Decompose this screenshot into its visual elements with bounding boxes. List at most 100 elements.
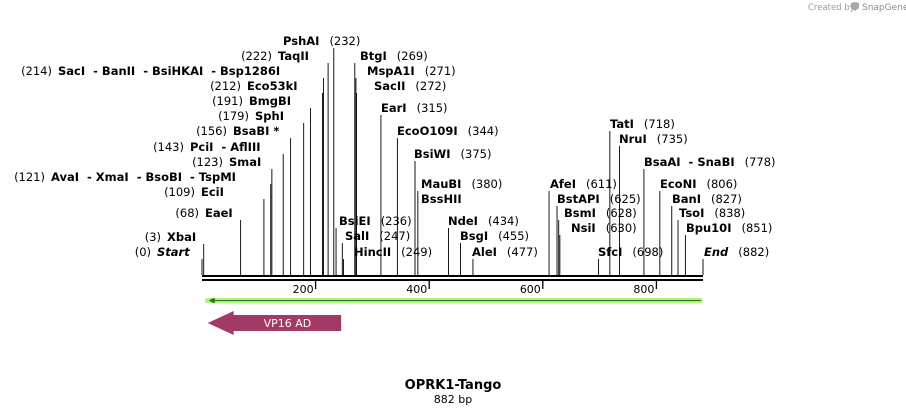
site-name: BtgI	[360, 49, 387, 63]
site-sacii[interactable]: SacII (272)	[374, 79, 446, 93]
site-name: MauBI	[421, 177, 461, 191]
site-name: TatI	[610, 117, 634, 131]
site-position: (179)	[218, 109, 249, 123]
site-maubi[interactable]: MauBI (380)	[421, 177, 502, 191]
site-name: TsoI	[679, 206, 704, 220]
site-tsoi[interactable]: TsoI (838)	[679, 206, 745, 220]
site-position: (455)	[498, 229, 529, 243]
site-ecoo109i[interactable]: EcoO109I (344)	[397, 124, 499, 138]
site-position: (375)	[461, 147, 492, 161]
site-name: NsiI	[571, 221, 596, 235]
site-position: (778)	[745, 155, 776, 169]
site-name: BssHII	[421, 192, 462, 206]
site-smai[interactable]: SmaI (123)	[192, 155, 261, 169]
site-pshai[interactable]: PshAI (232)	[283, 34, 360, 48]
site-bstapi[interactable]: BstAPI (625)	[557, 192, 641, 206]
site-name: BanI	[672, 192, 701, 206]
site-nrui[interactable]: NruI (735)	[619, 132, 688, 146]
site-bsshii[interactable]: BssHII	[421, 192, 462, 206]
site-name: TaqII	[278, 49, 309, 63]
site-position: (232)	[329, 34, 360, 48]
site-sali[interactable]: SalI (247)	[345, 229, 410, 243]
site-position: (249)	[401, 245, 432, 259]
ruler: 200 400 600 800	[293, 281, 658, 296]
site-name: SfcI	[598, 245, 622, 259]
site-position: (611)	[586, 177, 617, 191]
site-name: Eco53kI	[247, 79, 298, 93]
site-taqii[interactable]: TaqII (222)	[241, 49, 309, 63]
site-lines	[201, 48, 704, 275]
site-position: (143)	[153, 140, 184, 154]
site-position: (698)	[632, 245, 663, 259]
site-name: PshAI	[283, 34, 319, 48]
site-ecii[interactable]: EciI (109)	[164, 185, 224, 199]
snapgene-logo-icon	[851, 2, 859, 11]
site-pcii-afliii[interactable]: PciI - AflIII (143)	[153, 140, 260, 154]
site-name: AvaI - XmaI - BsoBI - TspMI	[51, 170, 236, 184]
site-name: XbaI	[167, 230, 196, 244]
credit-prefix: Created by	[808, 3, 855, 13]
site-bmgbi[interactable]: BmgBI (191)	[212, 94, 291, 108]
site-position: (628)	[606, 206, 637, 220]
site-eari[interactable]: EarI (315)	[381, 101, 448, 115]
site-bsgi[interactable]: BsgI (455)	[460, 229, 529, 243]
site-name: BsaAI - SnaBI	[644, 155, 735, 169]
site-bsaai-snabi[interactable]: BsaAI - SnaBI (778)	[644, 155, 776, 169]
site-position: (212)	[210, 79, 241, 93]
site-name: EarI	[381, 101, 407, 115]
ruler-tick-label: 400	[406, 283, 427, 296]
site-bsiwi[interactable]: BsiWI (375)	[414, 147, 491, 161]
site-econi[interactable]: EcoNI (806)	[660, 177, 737, 191]
ruler-tick-label: 800	[633, 283, 654, 296]
site-mspa1i[interactable]: MspA1I (271)	[367, 64, 456, 78]
site-position: (269)	[397, 49, 428, 63]
site-saci-banii-bsihkai-bsp1286i[interactable]: SacI - BanII - BsiHKAI - Bsp1286I (214)	[21, 64, 280, 78]
site-bsiei[interactable]: BsiEI (236)	[339, 214, 412, 228]
selection-left-arrow-icon	[208, 297, 215, 304]
site-name: AfeI	[550, 177, 576, 191]
site-xbai[interactable]: XbaI (3)	[145, 230, 196, 244]
site-sfci[interactable]: SfcI (698)	[598, 245, 663, 259]
site-bani[interactable]: BanI (827)	[672, 192, 742, 206]
site-sphi[interactable]: SphI (179)	[218, 109, 284, 123]
site-bsabi[interactable]: BsaBI * (156)	[196, 124, 279, 138]
site-ndei[interactable]: NdeI (434)	[448, 214, 519, 228]
site-hincii[interactable]: HincII (249)	[354, 245, 432, 259]
site-eaei[interactable]: EaeI (68)	[175, 206, 232, 220]
site-afei[interactable]: AfeI (611)	[550, 177, 617, 191]
site-name: BstAPI	[557, 192, 600, 206]
site-name: MspA1I	[367, 64, 415, 78]
site-position: (123)	[192, 155, 223, 169]
site-position: (222)	[241, 49, 272, 63]
site-position: (3)	[145, 230, 161, 244]
site-btgi[interactable]: BtgI (269)	[360, 49, 428, 63]
site-name: NruI	[619, 132, 647, 146]
site-bsmi[interactable]: BsmI (628)	[564, 206, 637, 220]
site-start[interactable]: Start (0)	[135, 245, 191, 259]
site-end[interactable]: End (882)	[704, 245, 769, 259]
site-position: (882)	[738, 245, 769, 259]
credit-brand: SnapGene	[862, 3, 906, 13]
site-name: SacII	[374, 79, 405, 93]
site-position: (806)	[706, 177, 737, 191]
site-nsii[interactable]: NsiI (630)	[571, 221, 637, 235]
site-name: EaeI	[205, 206, 233, 220]
site-eco53ki[interactable]: Eco53kI (212)	[210, 79, 297, 93]
site-name: Bpu10I	[686, 221, 731, 235]
site-alei[interactable]: AleI (477)	[472, 245, 538, 259]
site-name: BsaBI *	[233, 124, 279, 138]
site-avai-xmai-bsobi-tspmi[interactable]: AvaI - XmaI - BsoBI - TspMI (121)	[14, 170, 236, 184]
feature-vp16-ad-arrow[interactable]	[207, 311, 342, 335]
site-name: EciI	[201, 185, 224, 199]
site-tati[interactable]: TatI (718)	[610, 117, 675, 131]
map-length: 882 bp	[434, 393, 472, 406]
ruler-tick-label: 600	[520, 283, 541, 296]
site-position: (344)	[468, 124, 499, 138]
site-bpu10i[interactable]: Bpu10I (851)	[686, 221, 772, 235]
site-position: (851)	[741, 221, 772, 235]
site-name: SmaI	[229, 155, 261, 169]
site-position: (121)	[14, 170, 45, 184]
site-position: (109)	[164, 185, 195, 199]
